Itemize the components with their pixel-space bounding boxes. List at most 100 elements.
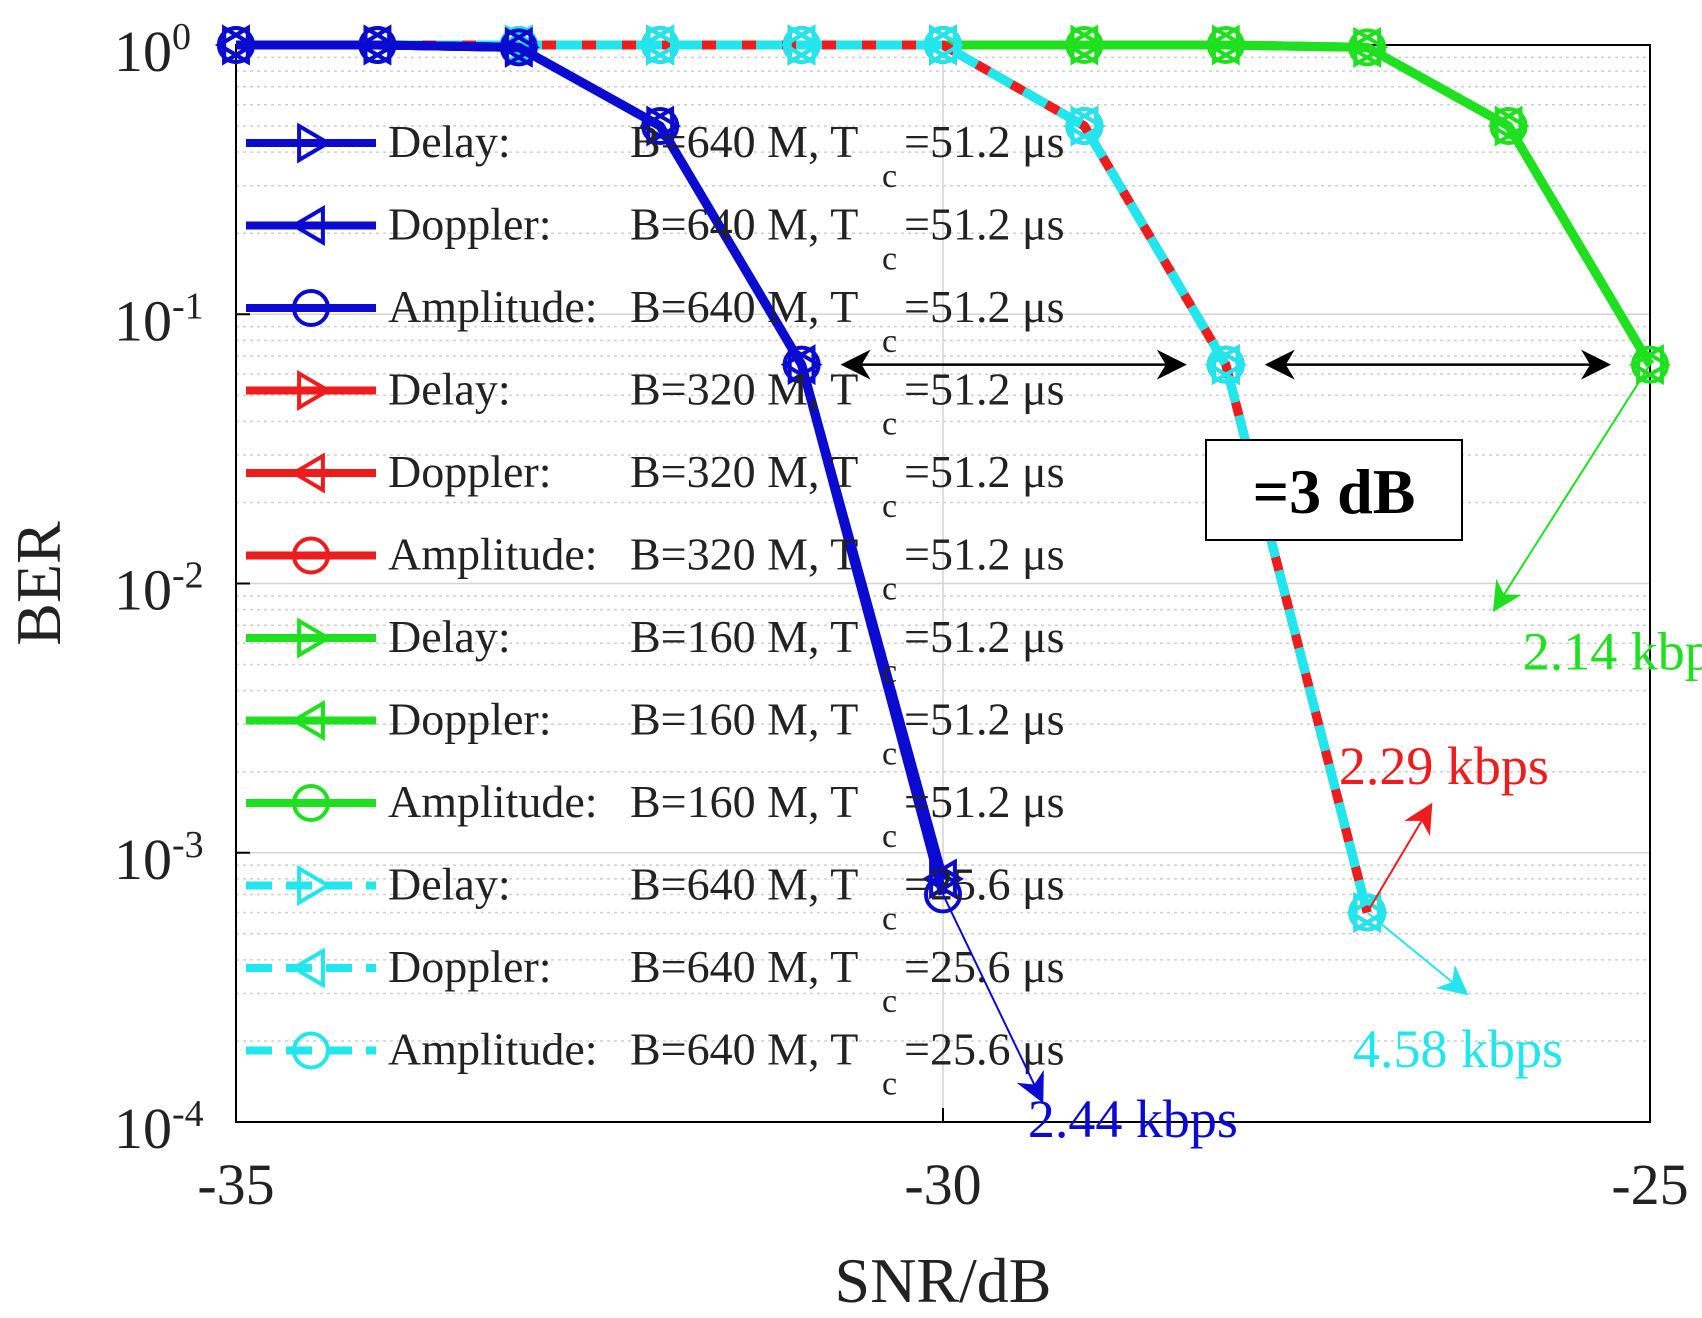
data-point (787, 24, 823, 66)
rate-arrow (1492, 364, 1651, 613)
legend-subscript: c (882, 571, 897, 608)
legend-marker (290, 700, 325, 741)
data-point (1206, 345, 1245, 384)
legend-series-tail: =25.6 μs (904, 1024, 1065, 1075)
legend-marker (297, 370, 332, 411)
legend-series-params: B=640 M, T (630, 941, 858, 992)
rate-label: 2.44 kbps (1028, 1089, 1238, 1149)
legend-series-tail: =51.2 μs (904, 199, 1065, 250)
legend-subscript: c (882, 406, 897, 443)
legend-subscript: c (882, 323, 897, 360)
data-point (1353, 891, 1389, 933)
legend-series-name: Amplitude: (388, 281, 598, 332)
data-point (1346, 26, 1382, 68)
legend-series-tail: =51.2 μs (904, 281, 1065, 332)
rate-label: 2.14 kbps (1523, 621, 1702, 681)
legend-series-params: B=640 M, T (630, 281, 858, 332)
legend-series-name: Delay: (388, 364, 511, 415)
legend-entry: Doppler: B=640 M, T c=51.2 μs (246, 199, 1065, 278)
series-line (236, 40, 1372, 914)
legend-entry: Delay: B=160 M, T c=51.2 μs (246, 611, 1065, 690)
data-point (924, 875, 962, 914)
y-tick-label-base: 10 (114, 1096, 172, 1161)
legend-series-tail: =51.2 μs (904, 694, 1065, 745)
data-point (1348, 893, 1387, 932)
y-tick-label-base: 10 (114, 288, 172, 353)
x-axis-label: SNR/dB (835, 1245, 1052, 1316)
legend-series-name: Doppler: (388, 694, 552, 745)
legend-series-params: B=640 M, T (630, 1024, 858, 1075)
legend-subscript: c (882, 901, 897, 938)
legend-subscript: c (882, 488, 897, 525)
legend-marker (290, 452, 325, 494)
legend-subscript: c (882, 158, 897, 195)
data-point (1636, 344, 1671, 386)
legend-subscript: c (882, 736, 897, 773)
legend-entry: Amplitude: B=640 M, T c=51.2 μs (246, 281, 1065, 360)
annotations: =3 dB 2.14 kbps 2.29 kbps 4.58 kbps 2.44 kbp… (840, 349, 1702, 1149)
legend-series-tail: =25.6 μs (904, 941, 1065, 992)
legend-series-name: Delay: (388, 611, 511, 662)
legend-series-tail: =51.2 μs (904, 446, 1065, 497)
data-point (222, 24, 257, 66)
data-point (499, 28, 538, 67)
y-axis-label: BER (3, 521, 74, 646)
legend-series-name: Doppler: (388, 941, 552, 992)
legend-series-name: Amplitude: (388, 1024, 598, 1075)
rate-label: 2.29 kbps (1339, 736, 1549, 796)
legend-marker (292, 1031, 330, 1070)
legend-series-name: Delay: (388, 116, 511, 167)
legend-marker (297, 865, 332, 906)
legend-subscript: c (882, 1066, 897, 1103)
data-point (1489, 107, 1528, 146)
legend-series-params: B=320 M, T (630, 446, 858, 497)
legend-series-params: B=640 M, T (630, 116, 858, 167)
x-tick-label: -25 (1611, 1152, 1688, 1217)
legend-marker (292, 536, 330, 575)
legend-series-params: B=320 M, T (630, 364, 858, 415)
data-point (782, 345, 821, 384)
legend-series-tail: =51.2 μs (904, 364, 1065, 415)
legend-entry: Amplitude: B=640 M, T c=25.6 μs (246, 1024, 1065, 1103)
data-point (1065, 107, 1104, 146)
data-point (1487, 105, 1523, 147)
legend-entry: Doppler: B=160 M, T c=51.2 μs (246, 694, 1065, 773)
legend-series-tail: =51.2 μs (904, 116, 1065, 167)
legend-subscript: c (882, 241, 897, 278)
x-tick-label: -35 (197, 1152, 274, 1217)
y-tick-label-exponent: -1 (172, 285, 204, 327)
series-line (236, 40, 948, 896)
data-point (1063, 105, 1099, 147)
legend-series-params: B=640 M, T (630, 199, 858, 250)
gap-label: =3 dB (1253, 456, 1416, 527)
y-tick-label-base: 10 (114, 827, 172, 892)
y-tick-label-exponent: -4 (172, 1093, 204, 1135)
legend-entry: Amplitude: B=320 M, T c=51.2 μs (246, 529, 1065, 608)
y-tick-label-base: 10 (114, 558, 172, 623)
legend-series-name: Doppler: (388, 199, 552, 250)
data-point (922, 24, 957, 66)
data-point (1631, 345, 1669, 384)
legend-series-name: Amplitude: (388, 776, 598, 827)
legend-marker (292, 784, 330, 822)
legend-subscript: c (882, 818, 897, 855)
legend-marker (290, 947, 325, 989)
series-2 (217, 26, 962, 914)
data-point (1065, 26, 1104, 64)
data-point (782, 26, 821, 64)
rate-arrow (1366, 911, 1469, 996)
data-point (1211, 344, 1247, 386)
legend-series-name: Delay: (388, 859, 511, 910)
data-point (497, 26, 533, 68)
y-tick-label-exponent: -3 (172, 824, 204, 866)
legend-marker (292, 289, 330, 327)
legend-series-params: B=160 M, T (630, 694, 858, 745)
legend-marker (297, 617, 332, 659)
x-tick-label: -30 (904, 1152, 981, 1217)
legend-series-name: Doppler: (388, 446, 552, 497)
data-point (641, 107, 680, 146)
rate-arrow (942, 894, 1044, 1104)
